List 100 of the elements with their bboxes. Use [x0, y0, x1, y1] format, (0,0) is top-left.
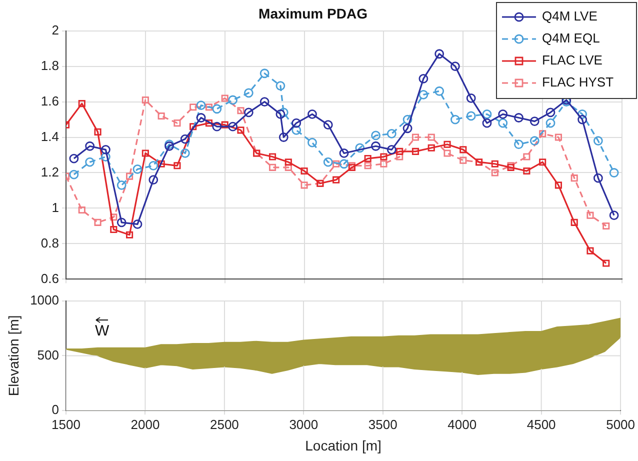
point — [578, 109, 587, 119]
point — [339, 148, 349, 158]
y-tick-label: 2 — [52, 22, 59, 38]
point — [554, 134, 562, 141]
point — [158, 112, 165, 120]
point — [78, 206, 86, 214]
point — [460, 146, 467, 154]
point — [69, 170, 79, 180]
point — [371, 141, 380, 151]
point — [498, 118, 508, 128]
point — [428, 144, 435, 152]
point — [593, 136, 603, 146]
point — [284, 164, 292, 171]
point — [142, 96, 149, 104]
point — [300, 167, 308, 174]
y-tick-label: 500 — [37, 347, 59, 362]
point — [593, 173, 603, 183]
point — [205, 120, 212, 127]
point — [434, 86, 444, 96]
point — [244, 88, 254, 98]
x-tick-label: 5000 — [606, 416, 635, 432]
point — [396, 148, 404, 155]
y-tick-label: 1000 — [30, 292, 59, 308]
point — [491, 169, 498, 176]
point — [221, 94, 228, 102]
point — [142, 150, 149, 157]
point — [609, 168, 619, 178]
x-tick-label: 2500 — [210, 416, 239, 432]
x-tick-label: 3500 — [368, 416, 398, 432]
point — [174, 162, 181, 170]
point — [602, 222, 610, 230]
point — [466, 111, 476, 121]
point — [101, 152, 110, 162]
point — [578, 114, 587, 124]
point — [132, 164, 142, 174]
point — [546, 118, 556, 128]
point — [523, 167, 530, 174]
x-tick-label: 3000 — [289, 416, 318, 432]
point — [276, 81, 286, 91]
y-tick-label: 0 — [52, 402, 59, 418]
point — [190, 123, 197, 130]
point — [418, 90, 428, 100]
point — [237, 126, 244, 134]
x-axis-title: Location [m] — [305, 437, 382, 454]
point — [380, 153, 388, 160]
point — [386, 129, 396, 138]
point — [278, 132, 288, 142]
point — [148, 175, 158, 185]
y-tick-label: 1.8 — [40, 58, 59, 73]
point — [539, 158, 546, 166]
point — [482, 109, 492, 119]
point — [237, 107, 244, 114]
point — [228, 122, 238, 132]
point — [428, 134, 435, 141]
point — [380, 160, 388, 168]
point — [450, 114, 460, 124]
point — [586, 212, 594, 219]
point — [332, 160, 340, 168]
point — [434, 49, 444, 59]
point — [196, 100, 206, 110]
point — [364, 155, 372, 162]
point — [205, 104, 212, 111]
point — [539, 130, 546, 138]
point — [466, 94, 476, 103]
point — [355, 143, 365, 153]
point — [116, 218, 126, 228]
y-tick-label: 1 — [52, 200, 59, 215]
point — [278, 108, 288, 118]
point — [308, 138, 317, 148]
point — [292, 118, 302, 128]
point — [85, 141, 95, 151]
y-axis-title: Elevation [m] — [5, 315, 22, 396]
point — [412, 148, 420, 155]
point — [69, 154, 79, 164]
point — [514, 113, 524, 122]
point — [444, 140, 451, 148]
point — [116, 180, 126, 190]
point — [94, 218, 102, 226]
y-tick-label: 0.6 — [40, 270, 59, 286]
y-tick-label: 1.4 — [40, 128, 59, 144]
point — [498, 109, 508, 119]
annotation: W — [94, 322, 110, 340]
point — [460, 156, 467, 164]
point — [132, 219, 142, 229]
point — [412, 134, 420, 141]
point — [586, 247, 594, 254]
point — [570, 218, 578, 226]
point — [570, 174, 578, 182]
point — [444, 150, 451, 157]
point — [268, 153, 276, 160]
chart-title: Maximum PDAG — [258, 5, 368, 22]
point — [396, 153, 404, 160]
point — [491, 160, 498, 168]
point — [332, 176, 340, 184]
point — [523, 153, 530, 160]
point — [386, 144, 396, 154]
point — [110, 214, 118, 221]
point — [482, 118, 492, 128]
x-tick-label: 2000 — [130, 416, 160, 432]
point — [158, 160, 165, 168]
